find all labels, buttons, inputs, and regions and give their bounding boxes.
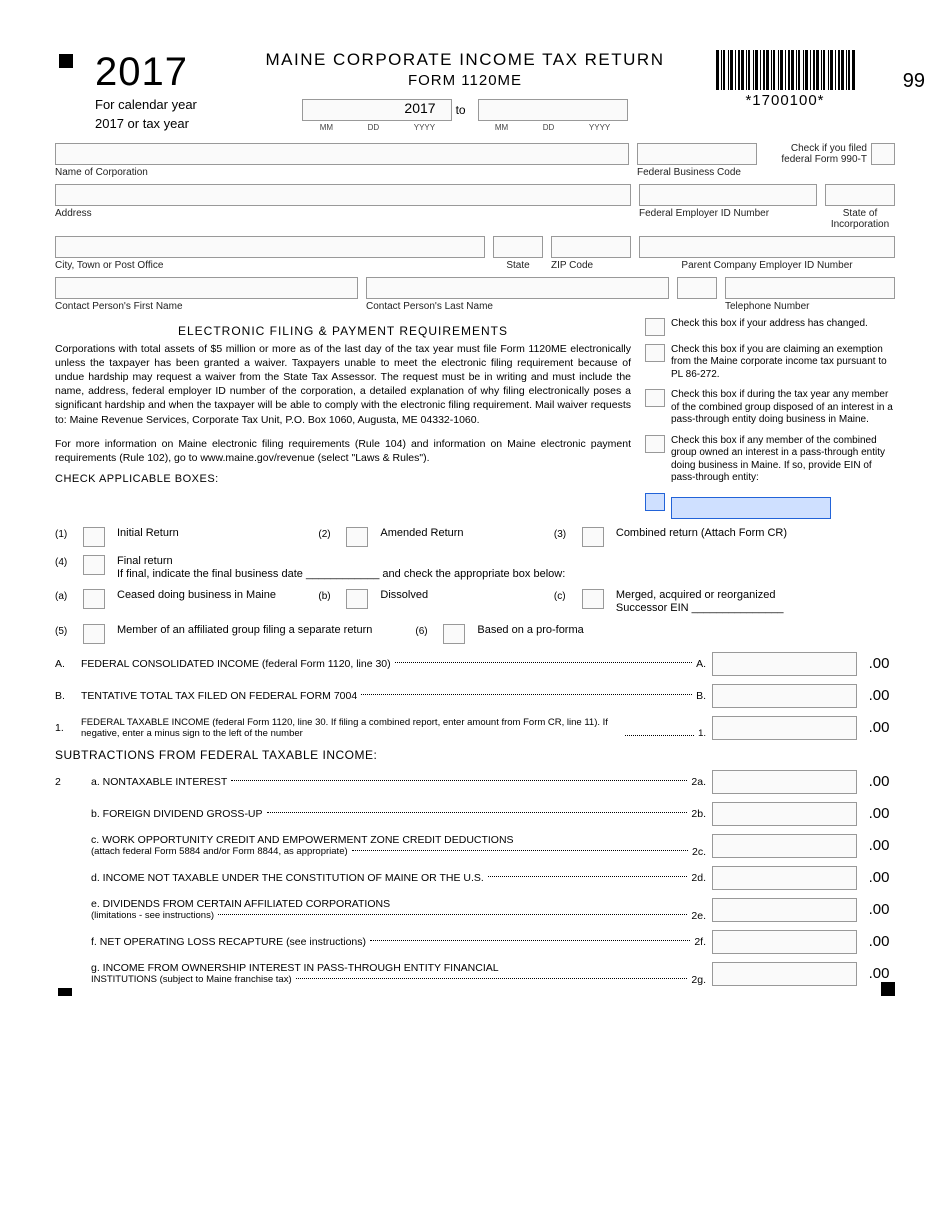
dissolved-checkbox[interactable] <box>346 589 368 609</box>
line-b: B. TENTATIVE TOTAL TAX FILED ON FEDERAL … <box>55 684 895 708</box>
form-title: MAINE CORPORATE INCOME TAX RETURN <box>265 50 665 70</box>
line-2c: c. WORK OPPORTUNITY CREDIT AND EMPOWERME… <box>55 834 895 858</box>
name-of-corporation-label: Name of Corporation <box>55 167 629 178</box>
line-a-amount[interactable] <box>712 652 857 676</box>
owned-interest-checkbox[interactable] <box>645 435 665 453</box>
passthrough-ein-input[interactable] <box>671 497 831 519</box>
federal-business-code-label: Federal Business Code <box>637 167 757 178</box>
federal-business-code-input[interactable] <box>637 143 757 165</box>
row-address: Address Federal Employer ID Number State… <box>55 184 895 230</box>
line-2d: d. INCOME NOT TAXABLE UNDER THE CONSTITU… <box>55 866 895 890</box>
line-2f: f. NET OPERATING LOSS RECAPTURE (see ins… <box>55 930 895 954</box>
tax-year-range: MM DD YYYY 2017 to MM DD YYYY <box>265 99 665 132</box>
line-1-amount[interactable] <box>712 716 857 740</box>
line-a: A. FEDERAL CONSOLIDATED INCOME (federal … <box>55 652 895 676</box>
amended-return-checkbox[interactable] <box>346 527 368 547</box>
corner-mark <box>59 54 73 68</box>
mid-year: 2017 <box>404 100 435 116</box>
line-2b-amount[interactable] <box>712 802 857 826</box>
affiliated-group-checkbox[interactable] <box>83 624 105 644</box>
state-incorporation-input[interactable] <box>825 184 895 206</box>
ein-prefix-input[interactable] <box>645 493 665 511</box>
line-2f-amount[interactable] <box>712 930 857 954</box>
line-2a-amount[interactable] <box>712 770 857 794</box>
line-2b: b. FOREIGN DIVIDEND GROSS-UP2b. .00 <box>55 802 895 826</box>
header: 2017 For calendar year 2017 or tax year … <box>55 50 895 133</box>
end-date-input[interactable] <box>478 99 628 121</box>
line-2e: e. DIVIDENDS FROM CERTAIN AFFILIATED COR… <box>55 898 895 922</box>
initial-return-checkbox[interactable] <box>83 527 105 547</box>
efile-p1: Corporations with total assets of $5 mil… <box>55 342 631 427</box>
phone-input[interactable] <box>725 277 895 299</box>
right-checks: Check this box if your address has chang… <box>645 318 895 519</box>
corner-mark <box>881 982 895 996</box>
contact-last-input[interactable] <box>366 277 669 299</box>
barcode <box>675 50 895 90</box>
address-input[interactable] <box>55 184 631 206</box>
title-block: MAINE CORPORATE INCOME TAX RETURN FORM 1… <box>265 50 665 132</box>
ceased-business-checkbox[interactable] <box>83 589 105 609</box>
line-2g: g. INCOME FROM OWNERSHIP INTEREST IN PAS… <box>55 962 895 986</box>
line-1: 1. FEDERAL TAXABLE INCOME (federal Form … <box>55 716 895 740</box>
barcode-block: *1700100* 99 <box>675 50 895 109</box>
row-contact: Contact Person's First Name Contact Pers… <box>55 277 895 312</box>
merged-checkbox[interactable] <box>582 589 604 609</box>
calendar-year-line1: For calendar year <box>95 97 255 114</box>
pl86272-checkbox[interactable] <box>645 344 665 362</box>
applicable-boxes: (1) Initial Return (2) Amended Return (3… <box>55 527 895 644</box>
state-input[interactable] <box>493 236 543 258</box>
barcode-text: *1700100* <box>675 92 895 109</box>
line-2a: 2 a. NONTAXABLE INTEREST2a. .00 <box>55 770 895 794</box>
fein-input[interactable] <box>639 184 817 206</box>
efile-left: ELECTRONIC FILING & PAYMENT REQUIREMENTS… <box>55 318 631 519</box>
parent-ein-input[interactable] <box>639 236 895 258</box>
zip-input[interactable] <box>551 236 631 258</box>
contact-first-input[interactable] <box>55 277 358 299</box>
page-code: 99 <box>903 70 925 93</box>
efile-heading: ELECTRONIC FILING & PAYMENT REQUIREMENTS <box>55 324 631 338</box>
line-2c-amount[interactable] <box>712 834 857 858</box>
check-990t-label: Check if you filed federal Form 990-T <box>765 143 867 165</box>
line-2g-amount[interactable] <box>712 962 857 986</box>
combined-return-checkbox[interactable] <box>582 527 604 547</box>
disposed-interest-checkbox[interactable] <box>645 389 665 407</box>
address-changed-checkbox[interactable] <box>645 318 665 336</box>
form-number: FORM 1120ME <box>265 72 665 89</box>
row-city: City, Town or Post Office State ZIP Code… <box>55 236 895 271</box>
name-of-corporation-input[interactable] <box>55 143 629 165</box>
row-name: Name of Corporation Federal Business Cod… <box>55 143 895 178</box>
line-2d-amount[interactable] <box>712 866 857 890</box>
calendar-year-line2: 2017 or tax year <box>95 116 255 133</box>
phone-area-input[interactable] <box>677 277 717 299</box>
end-date: MM DD YYYY <box>478 99 628 132</box>
corner-mark <box>58 988 72 996</box>
tax-year: 2017 <box>95 50 255 95</box>
to-label: to <box>456 103 466 129</box>
efile-p2: For more information on Maine electronic… <box>55 437 631 465</box>
city-input[interactable] <box>55 236 485 258</box>
final-return-checkbox[interactable] <box>83 555 105 575</box>
form-page: 2017 For calendar year 2017 or tax year … <box>0 0 950 1026</box>
check-boxes-label: CHECK APPLICABLE BOXES: <box>55 473 631 485</box>
line-2e-amount[interactable] <box>712 898 857 922</box>
pro-forma-checkbox[interactable] <box>443 624 465 644</box>
line-b-amount[interactable] <box>712 684 857 708</box>
check-990t-checkbox[interactable] <box>871 143 895 165</box>
efile-section: ELECTRONIC FILING & PAYMENT REQUIREMENTS… <box>55 318 895 519</box>
subtractions-heading: SUBTRACTIONS FROM FEDERAL TAXABLE INCOME… <box>55 748 895 762</box>
year-block: 2017 For calendar year 2017 or tax year <box>55 50 255 133</box>
